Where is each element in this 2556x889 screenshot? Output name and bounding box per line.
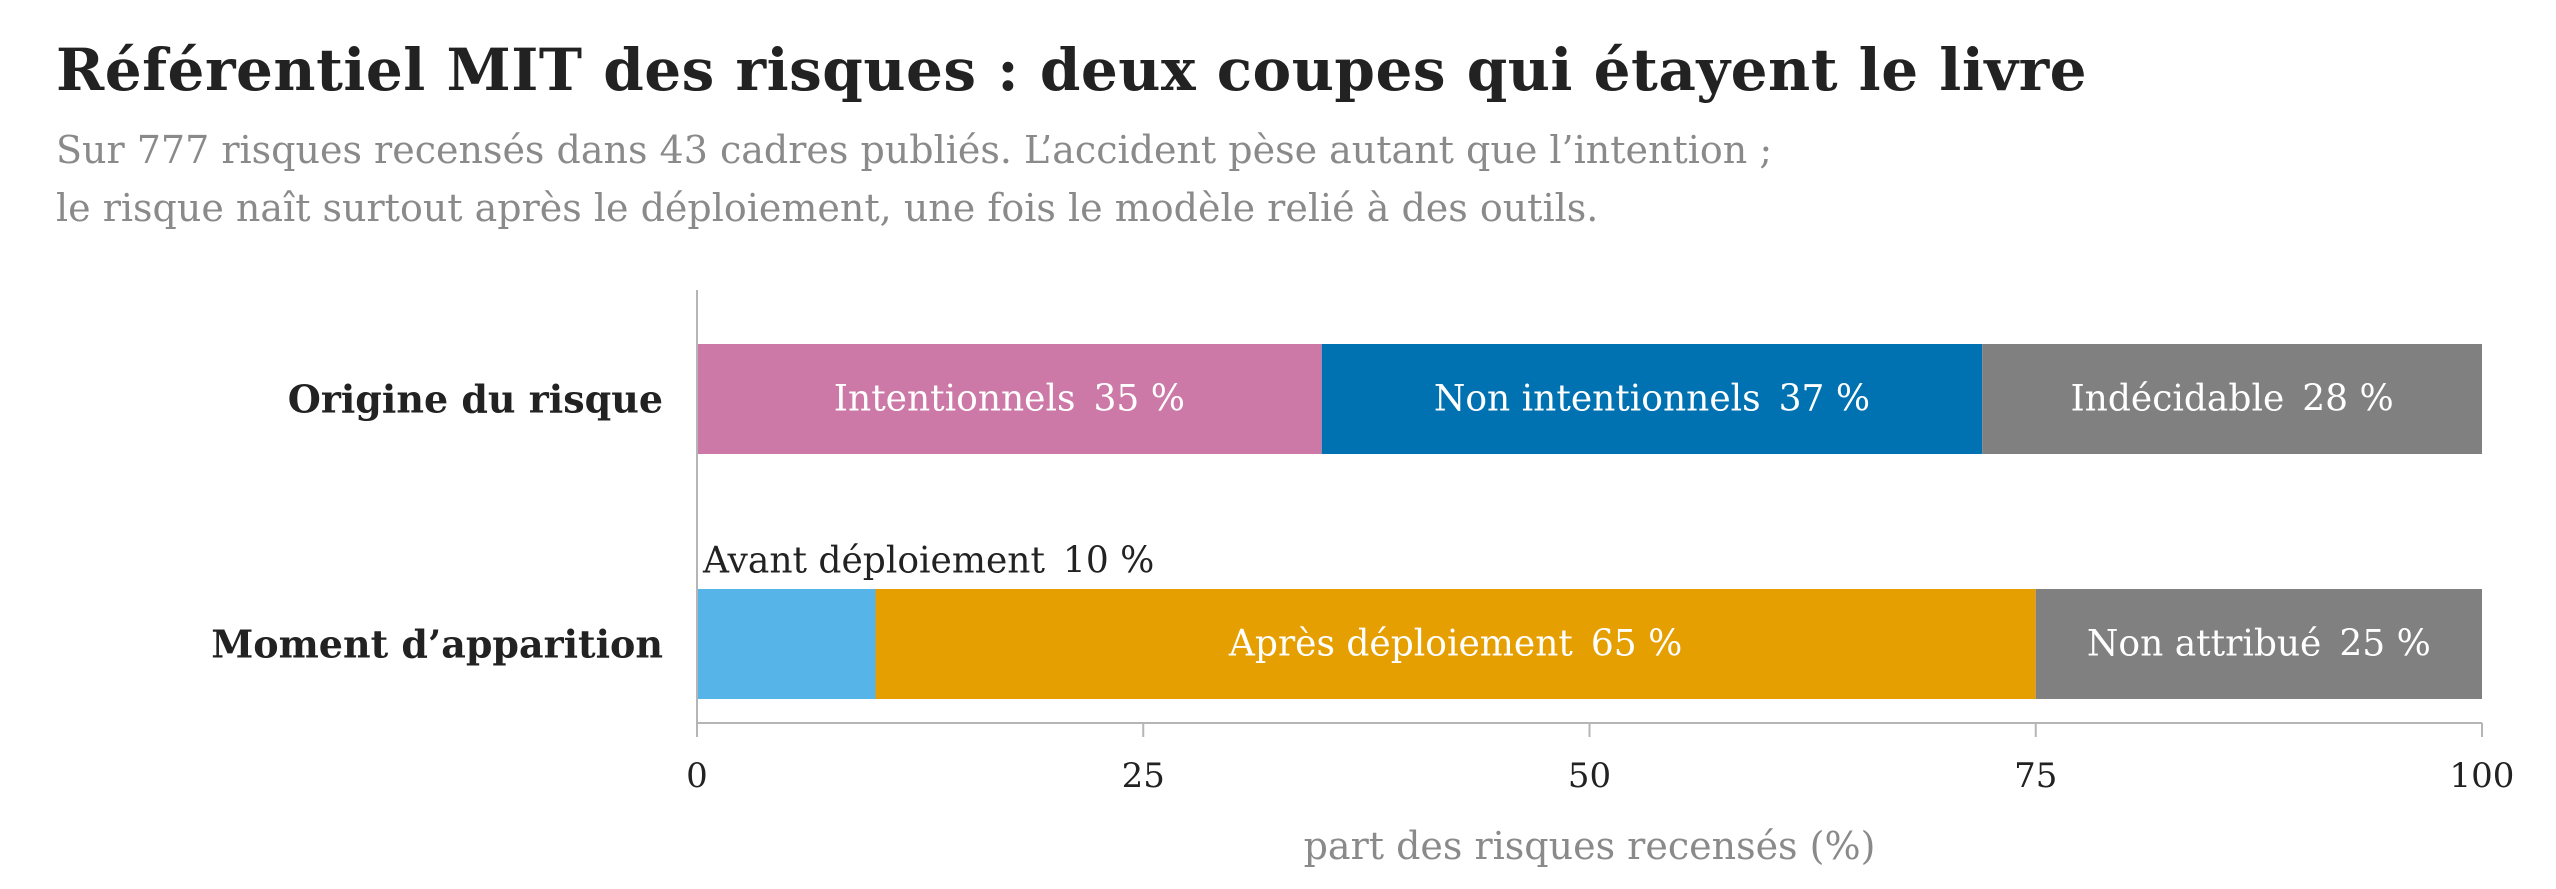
axes-group: 0 25 50 75 100 part des risques recensés (%) xyxy=(686,290,2514,868)
bar-segment-origine-2 xyxy=(1321,344,1983,454)
bars-group: Origine du risque Intentionnels 35 % Non i… xyxy=(211,344,2482,699)
data-label-origine-3: Indécidable 28 % xyxy=(2070,379,2393,420)
bar-segment-moment-3 xyxy=(2035,589,2482,699)
chart-title: Référentiel MIT des risques : deux coupe… xyxy=(56,36,2088,104)
x-tick-label-50: 50 xyxy=(1568,756,1611,796)
data-label-moment-3: Non attribué 25 % xyxy=(2087,624,2431,665)
x-axis-title: part des risques recensés (%) xyxy=(1304,824,1876,868)
category-label-origine: Origine du risque xyxy=(288,377,663,422)
data-label-moment-2: Après déploiement 65 % xyxy=(1228,624,1682,665)
x-tick-label-25: 25 xyxy=(1122,756,1165,796)
x-tick-label-0: 0 xyxy=(686,756,708,796)
chart-subtitle-line-1: Sur 777 risques recensés dans 43 cadres … xyxy=(56,128,1773,172)
chart-subtitle-line-2: le risque naît surtout après le déploiem… xyxy=(56,186,1599,230)
x-tick-label-100: 100 xyxy=(2450,756,2515,796)
data-label-origine-2: Non intentionnels 37 % xyxy=(1434,379,1870,420)
bar-segment-moment-2 xyxy=(875,589,2036,699)
bar-segment-origine-3 xyxy=(1982,344,2482,454)
data-label-moment-1: Avant déploiement 10 % xyxy=(702,541,1154,582)
x-tick-label-75: 75 xyxy=(2014,756,2057,796)
category-label-moment: Moment d’apparition xyxy=(211,622,663,667)
data-label-origine-1: Intentionnels 35 % xyxy=(834,379,1185,420)
bar-segment-moment-1 xyxy=(697,589,876,699)
bar-segment-origine-1 xyxy=(697,344,1322,454)
